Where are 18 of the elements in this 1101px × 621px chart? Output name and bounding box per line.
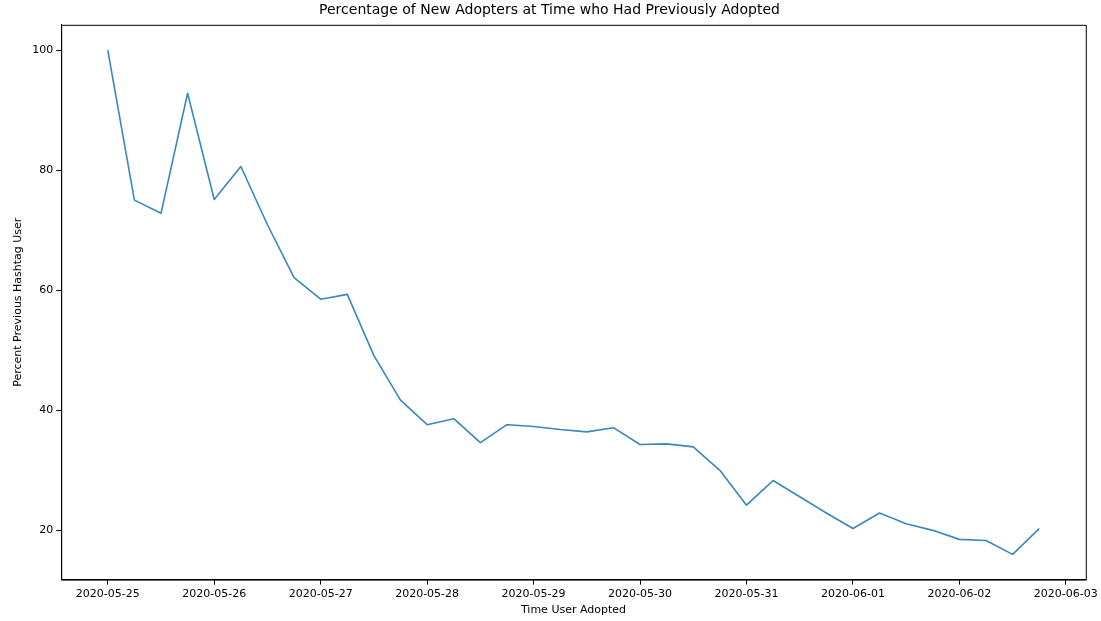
x-tick-label: 2020-05-25	[75, 587, 140, 601]
y-tick-label: 100	[32, 42, 54, 56]
y-axis-title: Percent Previous Hashtag User	[11, 217, 25, 387]
y-tick-label: 40	[39, 403, 54, 417]
x-tick-label: 2020-05-31	[714, 587, 779, 601]
x-tick-label: 2020-05-28	[395, 587, 460, 601]
y-tick-label: 80	[39, 162, 54, 176]
x-tick-label: 2020-05-26	[182, 587, 247, 601]
x-tick-label: 2020-05-30	[608, 587, 672, 601]
x-tick-label: 2020-06-01	[820, 587, 885, 601]
x-axis-title: Time User Adopted	[519, 603, 627, 617]
y-tick-label: 60	[39, 283, 54, 297]
chart-title: Percentage of New Adopters at Time who Had Previously Adopted	[319, 1, 780, 18]
x-tick-label: 2020-06-03	[1033, 587, 1098, 601]
x-tick-label: 2020-05-29	[501, 587, 566, 601]
y-tick-label: 20	[39, 523, 54, 537]
x-tick-label: 2020-05-27	[288, 587, 353, 601]
x-tick-label: 2020-06-02	[927, 587, 992, 601]
